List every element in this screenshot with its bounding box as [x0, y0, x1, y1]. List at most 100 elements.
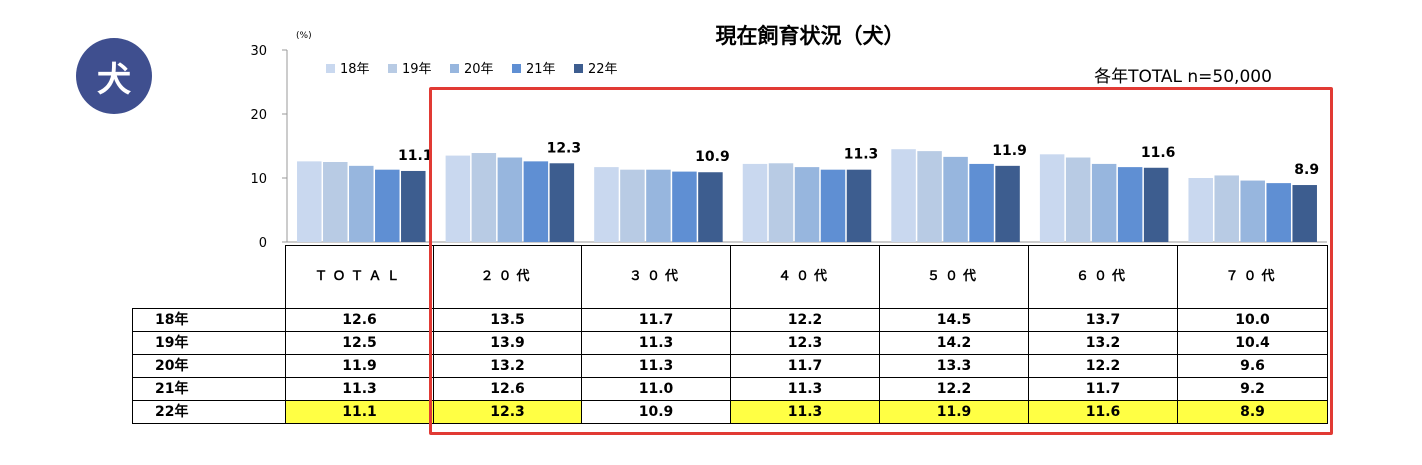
legend-label: 19年: [402, 62, 432, 77]
bar: [445, 155, 471, 242]
data-label: 11.9: [992, 143, 1027, 159]
bar: [891, 149, 916, 242]
legend-label: 21年: [526, 62, 556, 77]
bar: [323, 162, 348, 242]
chart-title: 現在飼育状況（犬）: [715, 24, 905, 48]
table-row: 20年 11.9 13.2 11.3 11.7 13.3 12.2 9.6: [132, 354, 1328, 378]
bar: [1188, 178, 1213, 242]
chart-subtitle: 各年TOTAL n=50,000: [1094, 67, 1272, 87]
bar: [349, 165, 374, 242]
bar: [820, 169, 846, 242]
bar: [995, 165, 1020, 242]
bar: [672, 171, 697, 242]
y-tick-label: 20: [250, 108, 267, 123]
column-header: ７０代: [1177, 245, 1328, 309]
bar: [1240, 180, 1265, 242]
row-label: 18年: [132, 308, 286, 332]
data-label: 10.9: [695, 149, 730, 165]
table-row: 21年 11.3 12.6 11.0 11.3 12.2 11.7 9.2: [132, 377, 1328, 401]
legend-label: 18年: [340, 62, 370, 77]
data-label: 8.9: [1294, 162, 1319, 178]
bar: [594, 167, 619, 242]
dog-badge: 犬: [76, 38, 152, 114]
table-cell: 14.5: [879, 308, 1029, 332]
table-cell: 12.3: [730, 331, 880, 355]
bar: [917, 151, 942, 242]
table-header-row: ＴＯＴＡＬ ２０代 ３０代 ４０代 ５０代 ６０代 ７０代: [132, 245, 1328, 309]
bar: [401, 170, 426, 242]
bar: [297, 161, 322, 242]
table-cell: 13.5: [433, 308, 582, 332]
table-row: 19年 12.5 13.9 11.3 12.3 14.2 13.2 10.4: [132, 331, 1328, 355]
table-cell: 12.5: [285, 331, 434, 355]
table-cell: 11.7: [1028, 377, 1178, 401]
bar: [646, 169, 671, 242]
table-cell: 13.9: [433, 331, 582, 355]
bar: [375, 169, 400, 242]
row-label: 22年: [132, 400, 286, 424]
table-cell: 10.4: [1177, 331, 1328, 355]
y-axis-unit: (%): [296, 31, 312, 41]
table-row: 18年 12.6 13.5 11.7 12.2 14.5 13.7 10.0: [132, 308, 1328, 332]
table-cell: 12.6: [433, 377, 582, 401]
table-cell: 13.7: [1028, 308, 1178, 332]
bar: [1143, 167, 1169, 242]
bar: [1266, 183, 1291, 242]
column-header: ＴＯＴＡＬ: [285, 245, 434, 309]
bar: [742, 163, 768, 242]
legend-label: 20年: [464, 62, 494, 77]
data-table: ＴＯＴＡＬ ２０代 ３０代 ４０代 ５０代 ６０代 ７０代 18年 12.6 13.5 11.7 12…: [132, 245, 1328, 424]
column-header: ２０代: [433, 245, 582, 309]
data-label: 11.1: [398, 148, 433, 164]
table-cell: 11.3: [730, 377, 880, 401]
table-cell: 12.3: [433, 400, 582, 424]
bar: [943, 156, 968, 242]
table-cell: 8.9: [1177, 400, 1328, 424]
table-cell: 11.3: [581, 354, 731, 378]
y-tick-label: 30: [250, 44, 267, 59]
data-label: 11.6: [1141, 145, 1176, 161]
table-cell: 11.3: [730, 400, 880, 424]
bar-chart: 0 10 20 30 (%) 18年 19年 20年 21年 22年 11.1 12.3 10.9 11.…: [250, 31, 1327, 251]
bar: [1039, 154, 1065, 242]
table-cell: 11.7: [581, 308, 731, 332]
bar: [549, 163, 575, 242]
bar: [1292, 185, 1317, 242]
bar: [794, 167, 820, 242]
bar: [497, 157, 523, 242]
legend-swatch: [388, 64, 397, 73]
y-tick-label: 0: [259, 236, 267, 251]
table-cell: 13.2: [1028, 331, 1178, 355]
data-label: 11.3: [844, 147, 879, 163]
column-header: ４０代: [730, 245, 880, 309]
bar: [1117, 167, 1143, 242]
bar: [1091, 163, 1117, 242]
legend-label: 22年: [588, 62, 618, 77]
table-cell: 12.6: [285, 308, 434, 332]
table-cell: 13.2: [433, 354, 582, 378]
table-cell: 12.2: [730, 308, 880, 332]
table-cell: 11.1: [285, 400, 434, 424]
table-cell: 11.3: [581, 331, 731, 355]
table-cell: 10.9: [581, 400, 731, 424]
column-header: ５０代: [879, 245, 1029, 309]
table-cell: 14.2: [879, 331, 1029, 355]
legend-swatch: [574, 64, 583, 73]
table-cell: 12.2: [879, 377, 1029, 401]
data-label: 12.3: [547, 140, 582, 156]
row-label: 20年: [132, 354, 286, 378]
bar: [846, 169, 872, 242]
bar: [1065, 157, 1091, 242]
table-cell: 11.0: [581, 377, 731, 401]
legend-swatch: [326, 64, 335, 73]
table-cell: 10.0: [1177, 308, 1328, 332]
table-cell: 11.3: [285, 377, 434, 401]
bar: [1214, 175, 1239, 242]
table-row: 22年 11.1 12.3 10.9 11.3 11.9 11.6 8.9: [132, 400, 1328, 424]
bar: [768, 163, 794, 242]
table-corner: [132, 245, 286, 309]
legend-swatch: [512, 64, 521, 73]
table-cell: 13.3: [879, 354, 1029, 378]
table-cell: 11.9: [879, 400, 1029, 424]
legend-swatch: [450, 64, 459, 73]
